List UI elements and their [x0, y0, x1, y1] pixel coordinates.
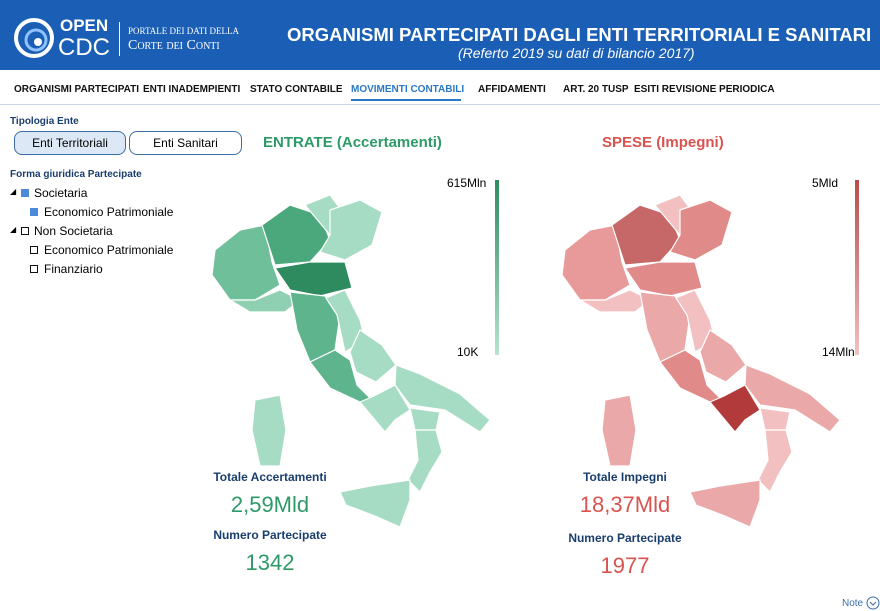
region[interactable] [349, 329, 397, 383]
checkbox[interactable] [21, 227, 29, 235]
option-button[interactable]: Enti Sanitari [129, 131, 242, 155]
page-subtitle: (Referto 2019 su dati di bilancio 2017) [458, 45, 695, 61]
region[interactable] [409, 407, 441, 431]
tree-item: Economico Patrimoniale [44, 243, 174, 257]
nav-item[interactable]: MOVIMENTI CONTABILI [351, 84, 465, 95]
portal-line: PORTALE DEI DATI DELLA [128, 26, 239, 36]
header [0, 0, 880, 70]
total-label: Totale Accertamenti [213, 470, 327, 484]
region[interactable] [251, 394, 287, 467]
panel-title: SPESE (Impegni) [602, 134, 724, 151]
nav-item[interactable]: ENTI INADEMPIENTI [143, 84, 241, 95]
expander: ◢ [10, 225, 17, 234]
tree-item: Societaria [34, 186, 88, 200]
count-label: Numero Partecipate [213, 528, 327, 542]
note-icon[interactable] [866, 596, 880, 610]
region[interactable] [339, 479, 411, 528]
italy-map [561, 194, 841, 528]
region[interactable] [659, 349, 724, 403]
divider [119, 22, 120, 56]
region[interactable] [759, 407, 791, 431]
italy-map [211, 194, 491, 528]
legend-min: 14Mln [822, 345, 855, 359]
logo-cdc: CDC [58, 34, 110, 61]
region[interactable] [309, 349, 374, 403]
color-legend [495, 180, 499, 355]
region[interactable] [689, 479, 761, 528]
checkbox[interactable] [21, 189, 29, 197]
panel-title: ENTRATE (Accertamenti) [263, 134, 442, 151]
nav-divider [0, 104, 880, 105]
option-button[interactable]: Enti Territoriali [14, 131, 126, 155]
logo-icon [14, 18, 54, 58]
filter-label: Forma giuridica Partecipate [10, 169, 142, 180]
region[interactable] [273, 261, 353, 297]
legend-min: 10K [457, 345, 479, 359]
portal-name: Corte dei Conti [128, 38, 220, 53]
checkbox[interactable] [30, 208, 38, 216]
page-title: ORGANISMI PARTECIPATI DAGLI ENTI TERRITO… [287, 24, 872, 45]
total-label: Totale Impegni [583, 470, 667, 484]
tree-item: Economico Patrimoniale [44, 205, 174, 219]
note-link[interactable]: Note [842, 598, 864, 609]
nav-item[interactable]: ORGANISMI PARTECIPATI [14, 84, 139, 95]
region[interactable] [319, 199, 383, 261]
region[interactable] [601, 394, 637, 467]
logo-open: OPEN [60, 16, 109, 35]
nav-item[interactable]: ART. 20 TUSP [563, 84, 629, 95]
region[interactable] [757, 429, 793, 494]
nav-item[interactable]: ESITI REVISIONE PERIODICA [634, 84, 775, 95]
region[interactable] [669, 199, 733, 261]
legend-max: 5Mld [812, 176, 839, 190]
total-value: 18,37Mld [579, 492, 671, 517]
legend-max: 615Mln [447, 176, 487, 190]
nav-underline [351, 99, 461, 101]
region[interactable] [744, 364, 841, 433]
count-value: 1977 [600, 553, 650, 578]
region[interactable] [407, 429, 443, 494]
count-value: 1342 [245, 550, 295, 575]
color-legend [855, 180, 859, 355]
nav-item[interactable]: STATO CONTABILE [250, 84, 343, 95]
region[interactable] [675, 289, 716, 353]
checkbox[interactable] [30, 246, 38, 254]
nav-item[interactable]: AFFIDAMENTI [478, 84, 546, 95]
checkbox[interactable] [30, 265, 38, 273]
region[interactable] [394, 364, 491, 433]
region[interactable] [699, 329, 747, 383]
filter-label: Tipologia Ente [10, 116, 79, 127]
total-value: 2,59Mld [230, 492, 310, 517]
expander: ◢ [10, 187, 17, 196]
tree-item: Finanziario [44, 262, 103, 276]
tree-item: Non Societaria [34, 224, 113, 238]
region[interactable] [561, 224, 631, 301]
region[interactable] [211, 224, 281, 301]
region[interactable] [623, 261, 703, 297]
count-label: Numero Partecipate [568, 531, 682, 545]
region[interactable] [325, 289, 366, 353]
